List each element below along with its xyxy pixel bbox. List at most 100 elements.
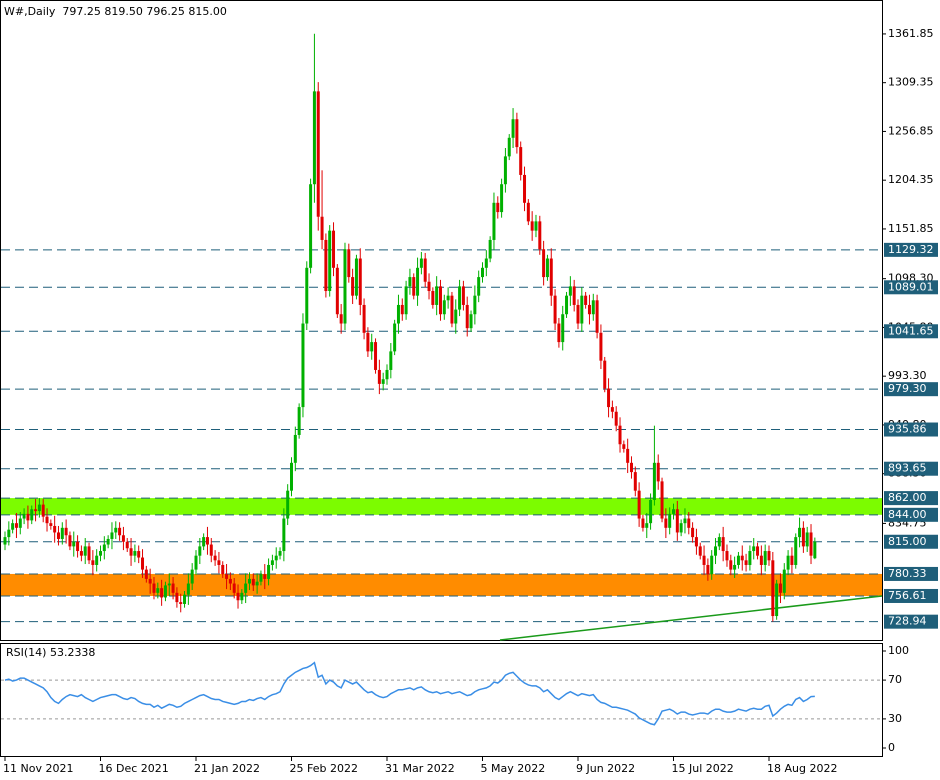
candle-body (721, 537, 725, 552)
candle-body (771, 560, 775, 617)
candle-body (316, 91, 320, 217)
candle-body (370, 342, 374, 352)
candle-body (45, 516, 49, 524)
candle-body (775, 583, 779, 617)
candle-body (186, 583, 190, 595)
candle-body (133, 551, 137, 556)
x-tick-label: 11 Nov 2021 (3, 762, 73, 775)
candle-body (339, 314, 343, 324)
candle-body (526, 202, 530, 222)
candle-body (7, 529, 11, 538)
level-box (884, 242, 938, 257)
candle-body (809, 532, 813, 556)
candle-body (813, 541, 817, 559)
candle-body (301, 323, 305, 408)
zone (1, 573, 882, 596)
candle-body (805, 532, 809, 547)
candle-body (435, 286, 439, 305)
candle-body (542, 249, 546, 278)
candle-body (656, 462, 660, 482)
candle-body (83, 546, 87, 556)
candle-body (629, 462, 633, 473)
candle-body (14, 523, 18, 528)
candle-body (492, 202, 496, 240)
candle-body (354, 258, 358, 296)
candle-body (37, 504, 41, 512)
candle-body (427, 281, 431, 292)
candle-body (213, 555, 217, 561)
candle-body (794, 537, 798, 565)
candle-body (362, 304, 366, 333)
candle-body (175, 592, 179, 603)
candle-body (664, 518, 668, 528)
x-tick-label: 16 Dec 2021 (99, 762, 169, 775)
candle-body (610, 407, 614, 412)
level-label: 1089.01 (888, 280, 934, 293)
candle-body (293, 434, 297, 463)
candle-body (786, 555, 790, 570)
y-tick-label: 1151.85 (888, 222, 934, 235)
candle-body (221, 564, 225, 575)
candle-body (194, 555, 198, 570)
candle-body (278, 551, 282, 556)
candle-body (41, 504, 45, 517)
candle-body (614, 411, 618, 426)
candle-body (72, 541, 76, 547)
candle-body (740, 555, 744, 561)
candle-body (675, 509, 679, 533)
candle-body (68, 535, 72, 547)
candle-body (450, 295, 454, 324)
candle-body (121, 535, 125, 542)
level-label: 728.94 (888, 615, 927, 628)
candle-body (568, 286, 572, 296)
level-box (884, 566, 938, 581)
candle-body (477, 277, 481, 296)
candle-body (633, 472, 637, 491)
candle-body (106, 538, 110, 545)
candle-body (557, 323, 561, 343)
candle-body (752, 546, 756, 552)
candle-body (683, 518, 687, 524)
candle-body (778, 583, 782, 593)
rsi-panel (0, 643, 883, 757)
candle-body (312, 91, 316, 185)
candle-body (167, 583, 171, 586)
level-label: 893.65 (888, 462, 927, 475)
candle-body (584, 295, 588, 305)
candle-body (408, 277, 412, 287)
candle-body (217, 560, 221, 565)
candle-body (733, 564, 737, 570)
candle-body (553, 295, 557, 324)
zone (1, 498, 882, 515)
candle-body (110, 532, 114, 539)
level-label: 1129.32 (888, 243, 934, 256)
candle-body (591, 300, 595, 315)
level-label: 780.33 (888, 567, 927, 580)
level-label: 756.61 (888, 589, 927, 602)
candle-body (255, 581, 259, 586)
candle-body (725, 551, 729, 561)
candle-body (431, 291, 435, 305)
candle-body (744, 560, 748, 565)
candle-body (76, 541, 80, 552)
candle-body (49, 523, 53, 526)
candle-body (465, 304, 469, 329)
x-tick-label: 9 Jun 2022 (576, 762, 635, 775)
candle-body (3, 537, 7, 545)
candle-body (171, 583, 175, 593)
level-box (884, 507, 938, 522)
candle-body (305, 267, 309, 324)
candle-body (389, 351, 393, 370)
candle-body (91, 560, 95, 565)
candle-body (366, 332, 370, 352)
candle-body (618, 425, 622, 445)
candle-body (160, 588, 164, 598)
candle-body (481, 267, 484, 278)
candle-body (404, 286, 408, 315)
candle-body (374, 342, 378, 370)
level-label: 1041.65 (888, 324, 934, 337)
candle-body (343, 249, 347, 324)
x-tick-label: 25 Feb 2022 (290, 762, 358, 775)
candle-body (22, 513, 26, 519)
